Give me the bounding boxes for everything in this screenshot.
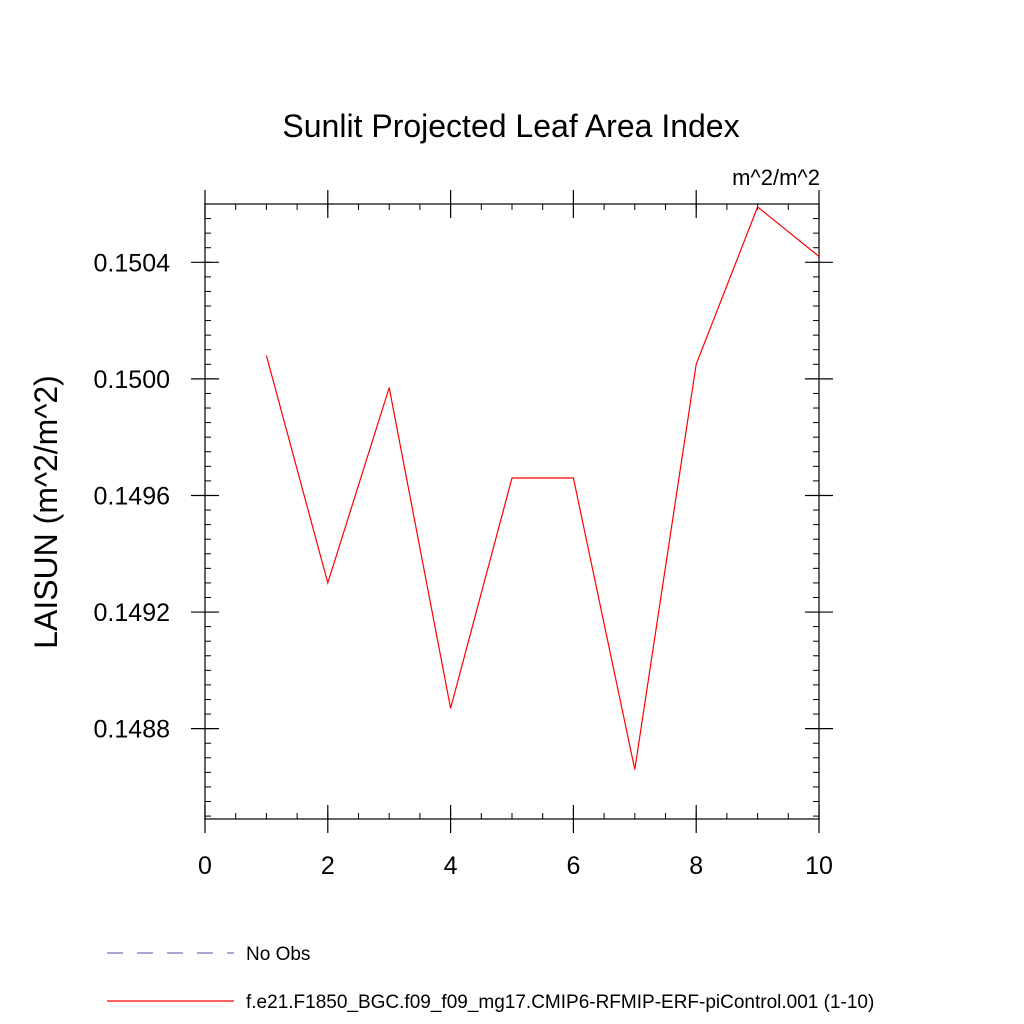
x-tick-label: 4	[444, 852, 458, 880]
x-tick-label: 10	[805, 852, 833, 880]
x-axis-ticks: 0 2 4 6 8 10	[198, 190, 833, 880]
chart-title: Sunlit Projected Leaf Area Index	[282, 108, 739, 144]
legend-label: f.e21.F1850_BGC.f09_f09_mg17.CMIP6-RFMIP…	[246, 992, 874, 1013]
x-tick-label: 2	[321, 852, 335, 880]
legend: No Obs f.e21.F1850_BGC.f09_f09_mg17.CMIP6…	[107, 944, 874, 1013]
plot-frame	[204, 203, 820, 820]
y-tick-label: 0.1488	[94, 716, 170, 744]
y-axis-ticks: 0.1488 0.1492 0.1496 0.1500 0.1504	[94, 203, 833, 817]
y-tick-label: 0.1500	[94, 366, 170, 394]
x-tick-label: 0	[198, 852, 212, 880]
y-axis-label: LAISUN (m^2/m^2)	[28, 375, 64, 649]
units-label: m^2/m^2	[732, 165, 820, 190]
x-tick-label: 6	[566, 852, 580, 880]
legend-label: No Obs	[246, 944, 310, 965]
series-lines	[265, 205, 820, 770]
y-tick-label: 0.1504	[94, 249, 171, 277]
y-tick-label: 0.1496	[94, 482, 170, 510]
series-line	[265, 205, 820, 770]
plot-area-border	[204, 203, 820, 820]
x-tick-label: 8	[689, 852, 703, 880]
y-tick-label: 0.1492	[94, 599, 170, 627]
